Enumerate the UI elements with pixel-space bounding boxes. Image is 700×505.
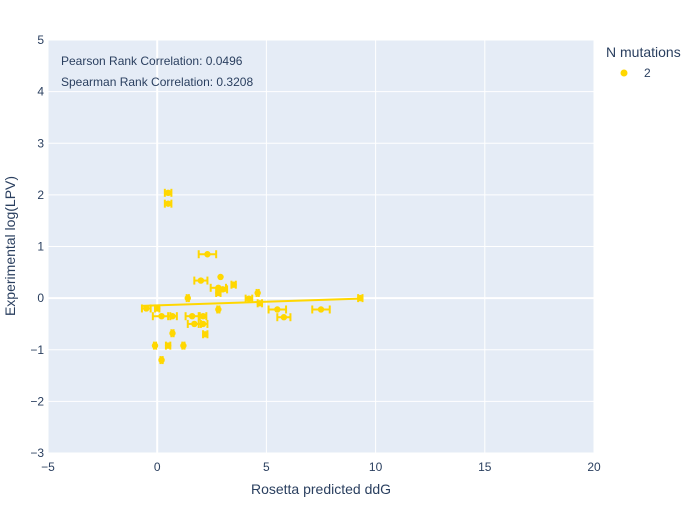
data-point[interactable] [254,288,261,297]
point-marker [158,312,165,320]
point-marker [199,320,207,328]
data-point[interactable] [357,294,364,303]
point-marker [256,300,264,307]
point-marker [215,289,222,297]
data-point[interactable] [267,305,288,314]
y-axis-label: Experimental log(LPV) [2,176,18,316]
data-point[interactable] [230,280,237,289]
point-marker [204,251,211,258]
point-marker [274,306,281,313]
y-tick-labels: −3 −2 −1 0 1 2 3 4 5 [30,33,44,460]
y-tick-label: 0 [37,291,44,305]
data-point[interactable] [184,312,200,321]
x-tick-label: 10 [369,460,383,474]
points-layer [140,188,364,365]
data-point[interactable] [151,341,159,350]
data-point[interactable] [276,313,292,322]
point-marker [245,295,253,302]
point-marker [199,312,207,320]
annotation-pearson: Pearson Rank Correlation: 0.0496 [61,54,243,68]
data-point[interactable] [215,305,222,314]
y-tick-label: −2 [30,394,44,408]
point-marker [202,331,209,338]
data-point[interactable] [186,319,202,328]
point-marker [180,342,187,349]
point-marker [254,289,261,297]
legend-marker [620,69,628,77]
y-tick-label: 5 [37,33,44,47]
point-marker [188,312,196,320]
trendline [141,297,361,307]
data-point[interactable] [180,341,187,350]
point-marker [164,189,172,197]
x-tick-label: 5 [263,460,270,474]
x-tick-labels: −5 0 5 10 15 20 [41,460,601,474]
y-tick-label: 2 [37,188,44,202]
data-point[interactable] [311,305,331,314]
x-axis-label: Rosetta predicted ddG [251,481,391,497]
data-point[interactable] [202,330,209,339]
data-point[interactable] [193,276,209,285]
data-point[interactable] [154,304,161,313]
data-point[interactable] [169,329,176,338]
data-point[interactable] [140,304,152,313]
data-point[interactable] [215,288,222,297]
trendline-layer [141,297,361,307]
y-tick-label: 1 [37,240,44,254]
point-marker [357,294,364,302]
data-point[interactable] [197,319,209,328]
y-tick-label: 3 [37,136,44,150]
annotation-spearman: Spearman Rank Correlation: 0.3208 [61,75,253,89]
data-point[interactable] [198,312,208,321]
point-marker [169,312,176,320]
point-marker [317,306,325,313]
data-point[interactable] [184,294,191,303]
point-marker [143,305,150,312]
point-marker [158,356,165,364]
data-point[interactable] [163,188,173,197]
data-point[interactable] [164,341,172,350]
point-marker [191,320,198,328]
point-marker [230,281,237,288]
x-tick-label: 0 [154,460,161,474]
data-point[interactable] [197,250,218,259]
x-tick-label: −5 [41,460,55,474]
point-marker [280,314,288,321]
point-marker [217,273,224,281]
point-marker [154,305,161,312]
data-point[interactable] [244,294,254,303]
y-tick-label: −3 [30,446,44,460]
data-point[interactable] [163,199,173,208]
legend-title: N mutations [606,44,681,60]
point-marker [151,342,159,349]
data-point[interactable] [217,273,224,281]
x-tick-label: 15 [478,460,492,474]
point-marker [169,330,176,337]
point-marker [184,294,191,302]
data-point[interactable] [158,356,165,365]
data-point[interactable] [167,312,178,321]
point-marker [164,342,172,349]
y-tick-label: −1 [30,343,44,357]
point-marker [164,200,172,207]
legend[interactable]: N mutations 2 [606,44,681,80]
point-marker [197,277,205,284]
grid [47,39,595,454]
x-tick-label: 20 [587,460,601,474]
y-tick-label: 4 [37,85,44,99]
legend-item[interactable]: 2 [620,66,652,80]
legend-item-label: 2 [644,66,651,80]
point-marker [215,306,222,313]
data-point[interactable] [256,299,264,308]
